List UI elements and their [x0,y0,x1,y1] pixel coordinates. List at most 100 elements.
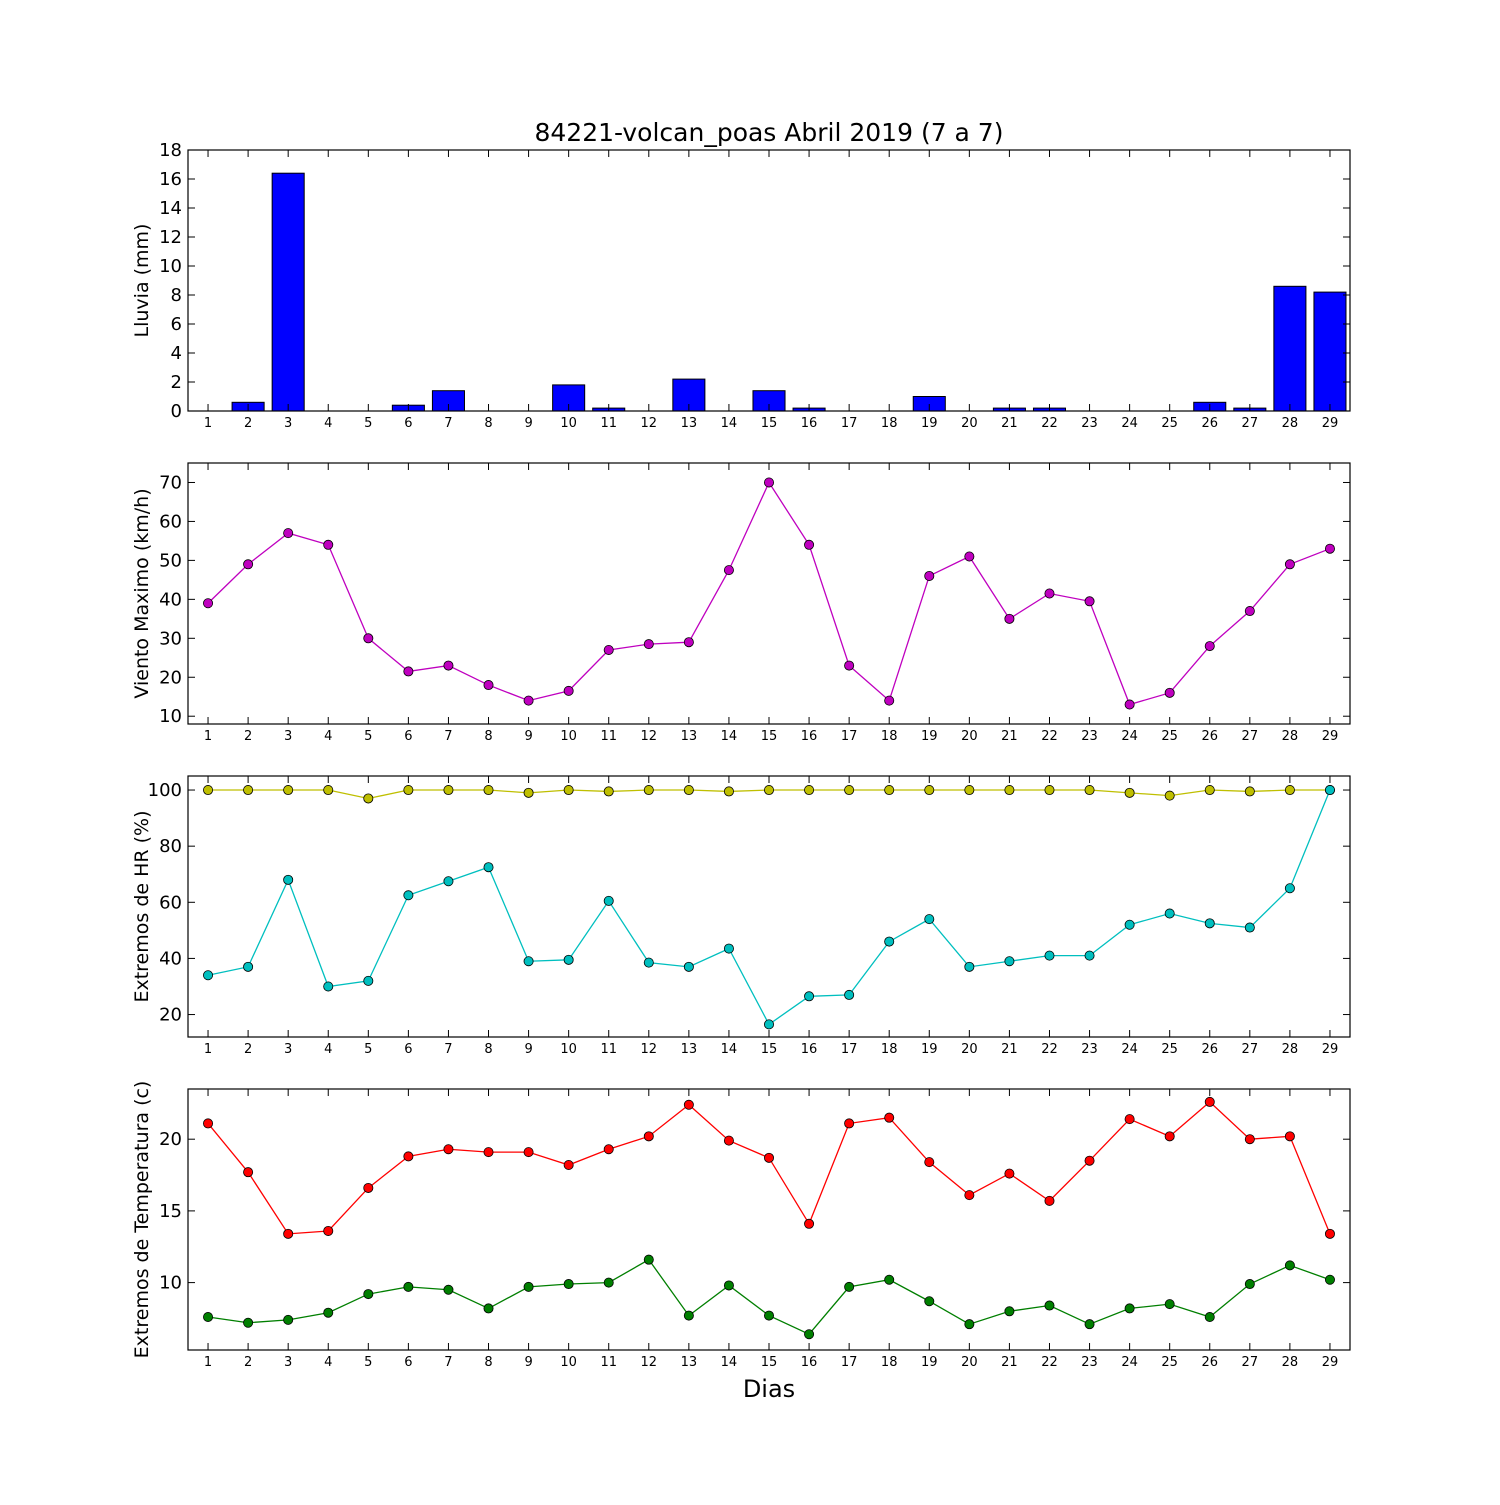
xtick-label: 1 [204,416,212,431]
series-line-4-1 [207,1101,1331,1235]
ytick-label: 60 [159,511,182,532]
point-4-2-day-21 [1004,1306,1015,1317]
point-3-1-day-23 [1084,785,1095,796]
point-2-1-day-26 [1204,641,1215,652]
ytick-label: 10 [159,706,182,727]
point-2-1-day-3 [283,528,294,539]
point-2-1-day-1 [203,598,214,609]
xtick-label: 11 [600,729,617,744]
ytick-label: 16 [159,169,182,190]
xtick-label: 10 [560,1042,577,1057]
xtick-label: 3 [284,416,292,431]
point-4-2-day-24 [1124,1303,1135,1314]
point-2-1-day-7 [443,660,454,671]
xtick-label: 11 [600,1042,617,1057]
point-3-2-day-7 [443,876,454,887]
xtick-label: 18 [881,729,898,744]
xtick-label: 18 [881,1355,898,1370]
point-4-1-day-21 [1004,1168,1015,1179]
point-3-1-day-7 [443,785,454,796]
xtick-label: 11 [600,416,617,431]
point-3-2-day-1 [203,970,214,981]
point-3-1-day-27 [1244,786,1255,797]
point-4-1-day-25 [1164,1131,1175,1142]
xtick-label: 26 [1201,1355,1218,1370]
point-4-1-day-13 [683,1099,694,1110]
xtick-label: 13 [681,416,698,431]
point-4-1-day-11 [603,1144,614,1155]
point-3-2-day-19 [924,914,935,925]
xtick-label: 5 [364,729,372,744]
ytick-label: 10 [159,256,182,277]
xtick-label: 20 [961,416,978,431]
point-4-2-day-14 [723,1280,734,1291]
xtick-label: 15 [761,1355,778,1370]
xtick-label: 24 [1121,416,1138,431]
xtick-label: 3 [284,1042,292,1057]
point-3-2-day-25 [1164,908,1175,919]
xtick-label: 8 [484,416,492,431]
xtick-label: 12 [641,416,658,431]
xtick-label: 28 [1282,1355,1299,1370]
xtick-label: 6 [404,1042,412,1057]
xtick-label: 25 [1161,1355,1178,1370]
point-4-2-day-6 [403,1281,414,1292]
ytick-label: 100 [148,780,182,801]
xtick-label: 7 [444,1042,452,1057]
xtick-label: 21 [1001,1355,1018,1370]
point-4-2-day-26 [1204,1312,1215,1323]
xtick-label: 25 [1161,416,1178,431]
xtick-label: 17 [841,1042,858,1057]
point-4-1-day-22 [1044,1195,1055,1206]
xtick-label: 28 [1282,729,1299,744]
ytick-label: 18 [159,140,182,161]
xtick-label: 13 [681,729,698,744]
point-4-1-day-4 [323,1225,334,1236]
xtick-label: 10 [560,1355,577,1370]
xtick-label: 6 [404,416,412,431]
point-4-2-day-17 [844,1281,855,1292]
point-4-1-day-12 [643,1131,654,1142]
point-3-2-day-20 [964,961,975,972]
xtick-label: 19 [921,1355,938,1370]
figure-title: 84221-volcan_poas Abril 2019 (7 a 7) [535,118,1004,147]
point-4-1-day-15 [764,1152,775,1163]
xtick-label: 12 [641,1355,658,1370]
point-2-1-day-16 [804,539,815,550]
xtick-label: 19 [921,729,938,744]
point-2-1-day-5 [363,633,374,644]
xtick-label: 9 [524,416,532,431]
point-3-2-day-11 [603,895,614,906]
xtick-label: 11 [600,1355,617,1370]
xtick-label: 15 [761,729,778,744]
xtick-label: 2 [244,729,252,744]
point-2-1-day-27 [1244,606,1255,617]
ytick-label: 50 [159,550,182,571]
series-line-2-1 [207,481,1331,706]
point-4-2-day-29 [1324,1274,1335,1285]
point-4-1-day-28 [1284,1131,1295,1142]
point-3-1-day-11 [603,786,614,797]
point-4-1-day-27 [1244,1134,1255,1145]
point-4-1-day-5 [363,1182,374,1193]
point-4-2-day-10 [563,1279,574,1290]
xtick-label: 23 [1081,1042,1098,1057]
point-3-2-day-16 [804,991,815,1002]
point-2-1-day-20 [964,551,975,562]
point-4-2-day-23 [1084,1319,1095,1330]
point-2-1-day-11 [603,644,614,655]
xtick-label: 14 [721,416,738,431]
xtick-label: 12 [641,729,658,744]
y-axis-label-3: Extremos de HR (%) [131,810,153,1002]
point-3-1-day-5 [363,793,374,804]
point-3-2-day-15 [764,1019,775,1030]
plot-frame-1 [187,149,1351,412]
point-3-2-day-8 [483,862,494,873]
point-3-1-day-3 [283,785,294,796]
xtick-label: 20 [961,1355,978,1370]
ytick-label: 60 [159,892,182,913]
